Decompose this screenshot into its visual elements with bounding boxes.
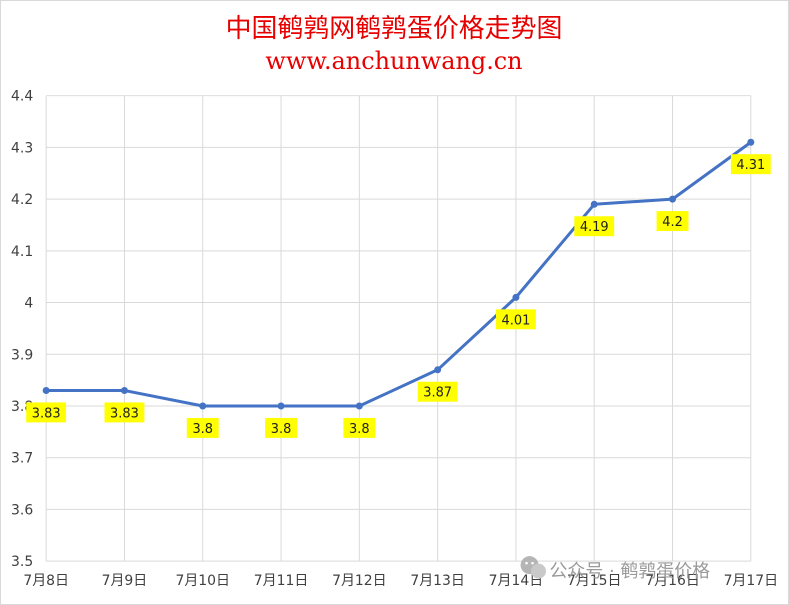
x-tick-label: 7月12日 <box>332 573 386 589</box>
data-label: 3.87 <box>417 381 458 402</box>
chart-subtitle: www.anchunwang.cn <box>265 47 522 75</box>
y-tick-label: 4.1 <box>11 244 33 260</box>
data-label: 3.8 <box>186 417 219 438</box>
x-tick-label: 7月16日 <box>645 573 699 589</box>
data-label-text: 4.2 <box>662 215 683 230</box>
data-label-bg <box>656 211 689 232</box>
data-label-bg <box>730 154 771 175</box>
x-tick-label: 7月10日 <box>176 573 230 589</box>
y-tick-label: 4.3 <box>11 140 33 156</box>
data-label-bg <box>495 309 536 330</box>
x-tick-label: 7月14日 <box>489 573 543 589</box>
data-labels: 3.83 3.83 3.8 3.8 3.8 3.87 4.01 4.19 4.2 4.31 <box>26 154 771 438</box>
x-tick-label: 7月15日 <box>567 573 621 589</box>
y-tick-label: 3.5 <box>11 554 33 570</box>
data-label-text: 3.8 <box>349 422 370 437</box>
data-label: 3.8 <box>343 417 376 438</box>
data-label-text: 3.83 <box>110 406 139 421</box>
data-label-bg <box>265 417 297 438</box>
series-line-path <box>46 141 752 408</box>
x-tick-label: 7月8日 <box>23 573 69 589</box>
data-label: 3.83 <box>26 402 67 423</box>
y-tick-label: 3.7 <box>11 451 33 467</box>
y-tick-label: 4.4 <box>11 89 33 105</box>
chart-title: 中国鹌鹑网鹌鹑蛋价格走势图 <box>226 14 563 44</box>
watermark-text: 公众号 · 鹌鹑蛋价格 <box>549 561 710 582</box>
data-label-text: 3.8 <box>271 422 292 437</box>
data-label-text: 4.01 <box>502 313 531 328</box>
data-label-text: 3.83 <box>32 406 61 421</box>
gridlines <box>45 95 752 562</box>
data-point <box>42 386 50 394</box>
data-label-bg <box>26 402 67 423</box>
data-label-text: 3.87 <box>423 386 452 401</box>
series-line <box>42 138 755 410</box>
data-point <box>434 366 442 374</box>
x-tick-label: 7月9日 <box>102 573 148 589</box>
y-tick-label: 4 <box>24 296 33 312</box>
data-label-text: 3.8 <box>192 422 213 437</box>
x-tick-label: 7月13日 <box>410 573 464 589</box>
data-point <box>669 195 677 203</box>
data-point <box>355 402 363 410</box>
data-label: 4.19 <box>574 216 615 237</box>
data-point <box>747 138 755 146</box>
y-axis-ticks: 3.53.63.73.83.944.14.24.34.4 <box>11 89 33 570</box>
data-label-text: 4.31 <box>736 158 765 173</box>
watermark: 公众号 · 鹌鹑蛋价格 <box>520 556 710 582</box>
data-point <box>590 200 598 208</box>
data-label-bg <box>574 216 615 237</box>
y-tick-label: 4.2 <box>11 192 33 208</box>
data-point <box>199 402 207 410</box>
data-label-text: 4.19 <box>580 220 609 235</box>
x-axis-ticks: 7月8日 7月9日 7月10日 7月11日 7月12日 7月13日 7月14日 7月15日 7月… <box>23 573 778 589</box>
data-point <box>277 402 285 410</box>
data-label: 4.01 <box>495 309 536 330</box>
data-label-bg <box>104 402 145 423</box>
data-label-bg <box>343 417 376 438</box>
data-label-bg <box>186 417 219 438</box>
data-label: 4.2 <box>656 211 689 232</box>
data-label-bg <box>417 381 458 402</box>
y-tick-label: 3.6 <box>11 502 33 518</box>
x-tick-label: 7月17日 <box>724 573 778 589</box>
data-label: 4.31 <box>730 154 771 175</box>
data-label: 3.8 <box>265 417 297 438</box>
data-label: 3.83 <box>104 402 145 423</box>
data-point <box>120 386 128 394</box>
data-point <box>512 293 520 301</box>
x-tick-label: 7月11日 <box>254 573 308 589</box>
wechat-icon <box>520 556 546 579</box>
y-tick-label: 3.9 <box>11 347 33 363</box>
